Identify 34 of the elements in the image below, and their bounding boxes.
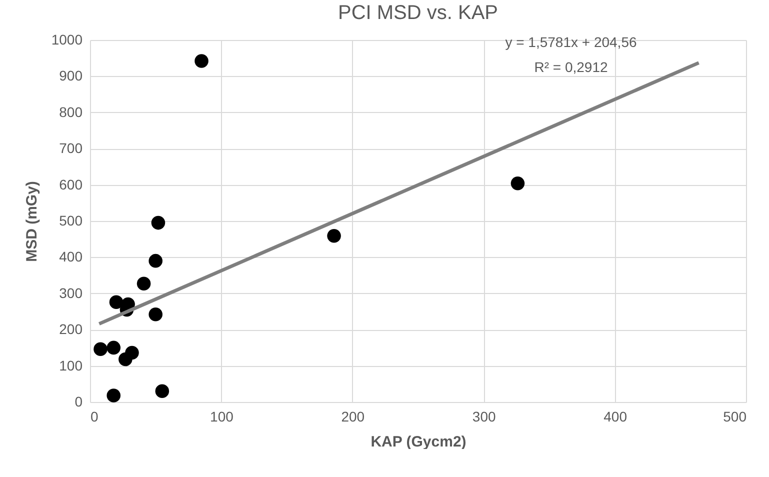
y-tick-label: 600 — [59, 176, 83, 192]
point — [136, 276, 151, 291]
point — [510, 176, 525, 190]
point — [106, 340, 121, 355]
point — [94, 342, 108, 356]
point — [148, 308, 162, 322]
annotation: R² = 0,2912 — [534, 59, 608, 75]
y-tick-label: 700 — [59, 140, 83, 156]
y-axis-title: MSD (mGy) — [23, 181, 40, 262]
y-tick-label: 0 — [74, 394, 83, 410]
y-tick-label: 800 — [59, 104, 83, 120]
y-tick-label: 900 — [59, 68, 83, 84]
point — [155, 384, 170, 398]
point — [109, 295, 124, 309]
point — [118, 352, 132, 366]
y-tick-label: 200 — [59, 321, 83, 338]
x-tick-label: 300 — [472, 408, 496, 424]
point — [106, 388, 121, 402]
x-tick-label: 200 — [341, 408, 365, 424]
chart-title: PCI MSD vs. KAP — [338, 2, 498, 24]
x-tick-label: 100 — [210, 408, 234, 424]
y-tick-label: 1000 — [51, 32, 83, 48]
point — [327, 228, 341, 243]
y-tick-label: 500 — [59, 212, 83, 228]
point — [151, 216, 166, 230]
point — [194, 54, 208, 68]
x-tick-label: 0 — [90, 408, 98, 424]
x-tick-label: 500 — [723, 408, 747, 424]
x-tick-label: 400 — [604, 408, 628, 424]
y-tick-label: 400 — [59, 248, 83, 265]
y-tick-label: 300 — [59, 284, 83, 301]
annotation: y = 1,5781x + 204,56 — [505, 34, 637, 50]
point — [148, 254, 162, 268]
y-tick-label: 100 — [59, 357, 83, 374]
